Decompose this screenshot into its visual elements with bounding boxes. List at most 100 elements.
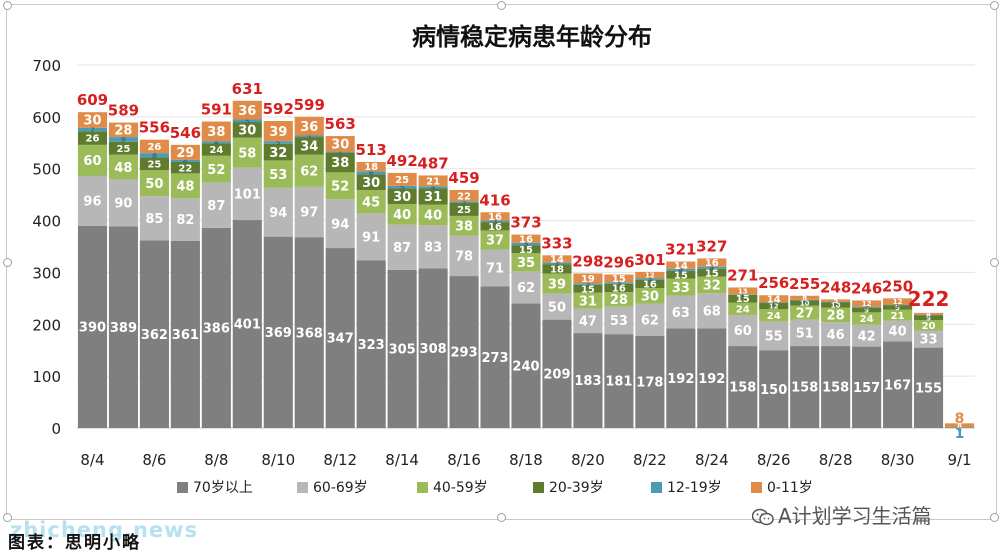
- data-label: 368: [296, 326, 323, 341]
- data-label: 36: [300, 120, 318, 135]
- bar-segment: [201, 141, 231, 144]
- data-label: 40: [424, 209, 442, 224]
- y-tick-label: 700: [32, 57, 61, 75]
- total-label: 301: [634, 251, 665, 269]
- total-label: 563: [325, 115, 356, 133]
- bar-segment: [201, 155, 231, 183]
- total-label: 250: [882, 277, 913, 295]
- bar-segment: [418, 186, 448, 189]
- data-label: 20: [922, 321, 936, 332]
- data-label: 30: [362, 176, 380, 191]
- bar-segment: [480, 286, 510, 428]
- bar-segment: [449, 202, 479, 216]
- resize-handle[interactable]: [990, 258, 999, 267]
- data-label: 37: [486, 234, 504, 249]
- x-tick-label: 8/10: [261, 451, 295, 469]
- data-label: 39: [548, 277, 566, 292]
- bar-segment: [728, 294, 758, 303]
- resize-handle[interactable]: [3, 1, 12, 10]
- data-label: 36: [238, 104, 256, 119]
- bar-segment: [77, 175, 108, 226]
- bar-segment: [418, 188, 448, 205]
- data-label: 1: [771, 299, 776, 307]
- bar-segment: [666, 270, 696, 279]
- data-label: 29: [176, 146, 194, 161]
- wechat-account-name: A计划学习生活篇: [778, 504, 932, 528]
- figure-caption: 图表：思明小略: [8, 533, 141, 553]
- data-label: 3: [585, 281, 590, 289]
- legend-swatch: [177, 482, 188, 493]
- bar-segment: [728, 314, 758, 347]
- bar-segment: [325, 248, 355, 428]
- legend-swatch: [533, 482, 544, 493]
- x-tick-label: 8/18: [509, 451, 543, 469]
- bar-segment: [759, 302, 789, 304]
- bar-segment: [604, 274, 634, 283]
- resize-handle[interactable]: [3, 258, 12, 267]
- bar-segment: [108, 226, 139, 428]
- total-label: 592: [263, 100, 294, 118]
- data-label: 8: [955, 411, 965, 427]
- data-label: 347: [327, 332, 354, 347]
- x-tick-label: 8/6: [142, 451, 166, 469]
- bar-segment: [883, 309, 913, 321]
- data-label: 38: [455, 219, 473, 234]
- data-label: 9: [895, 304, 900, 312]
- data-label: 158: [791, 381, 818, 396]
- bar-segment: [697, 266, 727, 269]
- data-label: 293: [450, 346, 477, 361]
- data-label: 1: [957, 424, 962, 432]
- bar-segment: [728, 287, 758, 295]
- data-label: 87: [207, 199, 225, 214]
- bar-segment: [77, 144, 108, 176]
- data-label: 33: [672, 281, 690, 296]
- data-label: 240: [512, 359, 539, 374]
- data-label: 16: [488, 212, 502, 223]
- data-label: 27: [796, 306, 814, 321]
- wechat-watermark: A计划学习生活篇: [752, 500, 932, 529]
- bar-segment: [139, 170, 169, 197]
- data-label: 30: [393, 190, 411, 205]
- bar-segment: [821, 302, 851, 308]
- bar-segment: [790, 319, 820, 347]
- resize-handle[interactable]: [990, 513, 999, 522]
- bar-segment: [913, 330, 944, 348]
- data-label: 87: [393, 241, 411, 256]
- bar-segment: [263, 187, 293, 237]
- bar-segment: [573, 333, 603, 428]
- resize-handle[interactable]: [497, 513, 506, 522]
- bar-segment: [697, 276, 727, 294]
- data-label: 16: [612, 284, 626, 295]
- x-tick-label: 8/26: [757, 451, 791, 469]
- bar-segment: [944, 423, 975, 428]
- bar-segment: [418, 225, 448, 269]
- data-label: 12: [862, 300, 872, 308]
- resize-handle[interactable]: [990, 1, 999, 10]
- total-label: 513: [356, 141, 387, 159]
- resize-handle[interactable]: [3, 513, 12, 522]
- data-label: 5: [276, 139, 281, 147]
- bar-segment: [139, 196, 169, 241]
- total-label: 492: [386, 152, 417, 170]
- resize-handle[interactable]: [497, 1, 506, 10]
- bar-segment: [232, 220, 262, 428]
- bar-segment: [294, 116, 324, 136]
- bar-segment: [883, 305, 913, 310]
- data-label: 5: [524, 241, 529, 249]
- bar-segment: [604, 283, 634, 293]
- data-label: 15: [674, 270, 688, 281]
- bar-segment: [790, 295, 820, 300]
- total-label: 609: [77, 91, 108, 109]
- data-label: 9: [864, 307, 869, 315]
- data-label: 71: [486, 262, 504, 277]
- x-tick-label: 8/12: [323, 451, 357, 469]
- data-label: 26: [86, 134, 100, 145]
- data-label: 28: [827, 309, 845, 324]
- bar-segment: [821, 322, 851, 347]
- bar-segment: [913, 312, 944, 315]
- data-label: 167: [884, 378, 911, 393]
- bar-segment: [542, 273, 572, 294]
- data-label: 21: [891, 311, 905, 322]
- data-label: 90: [114, 197, 132, 212]
- data-label: 9: [121, 136, 126, 144]
